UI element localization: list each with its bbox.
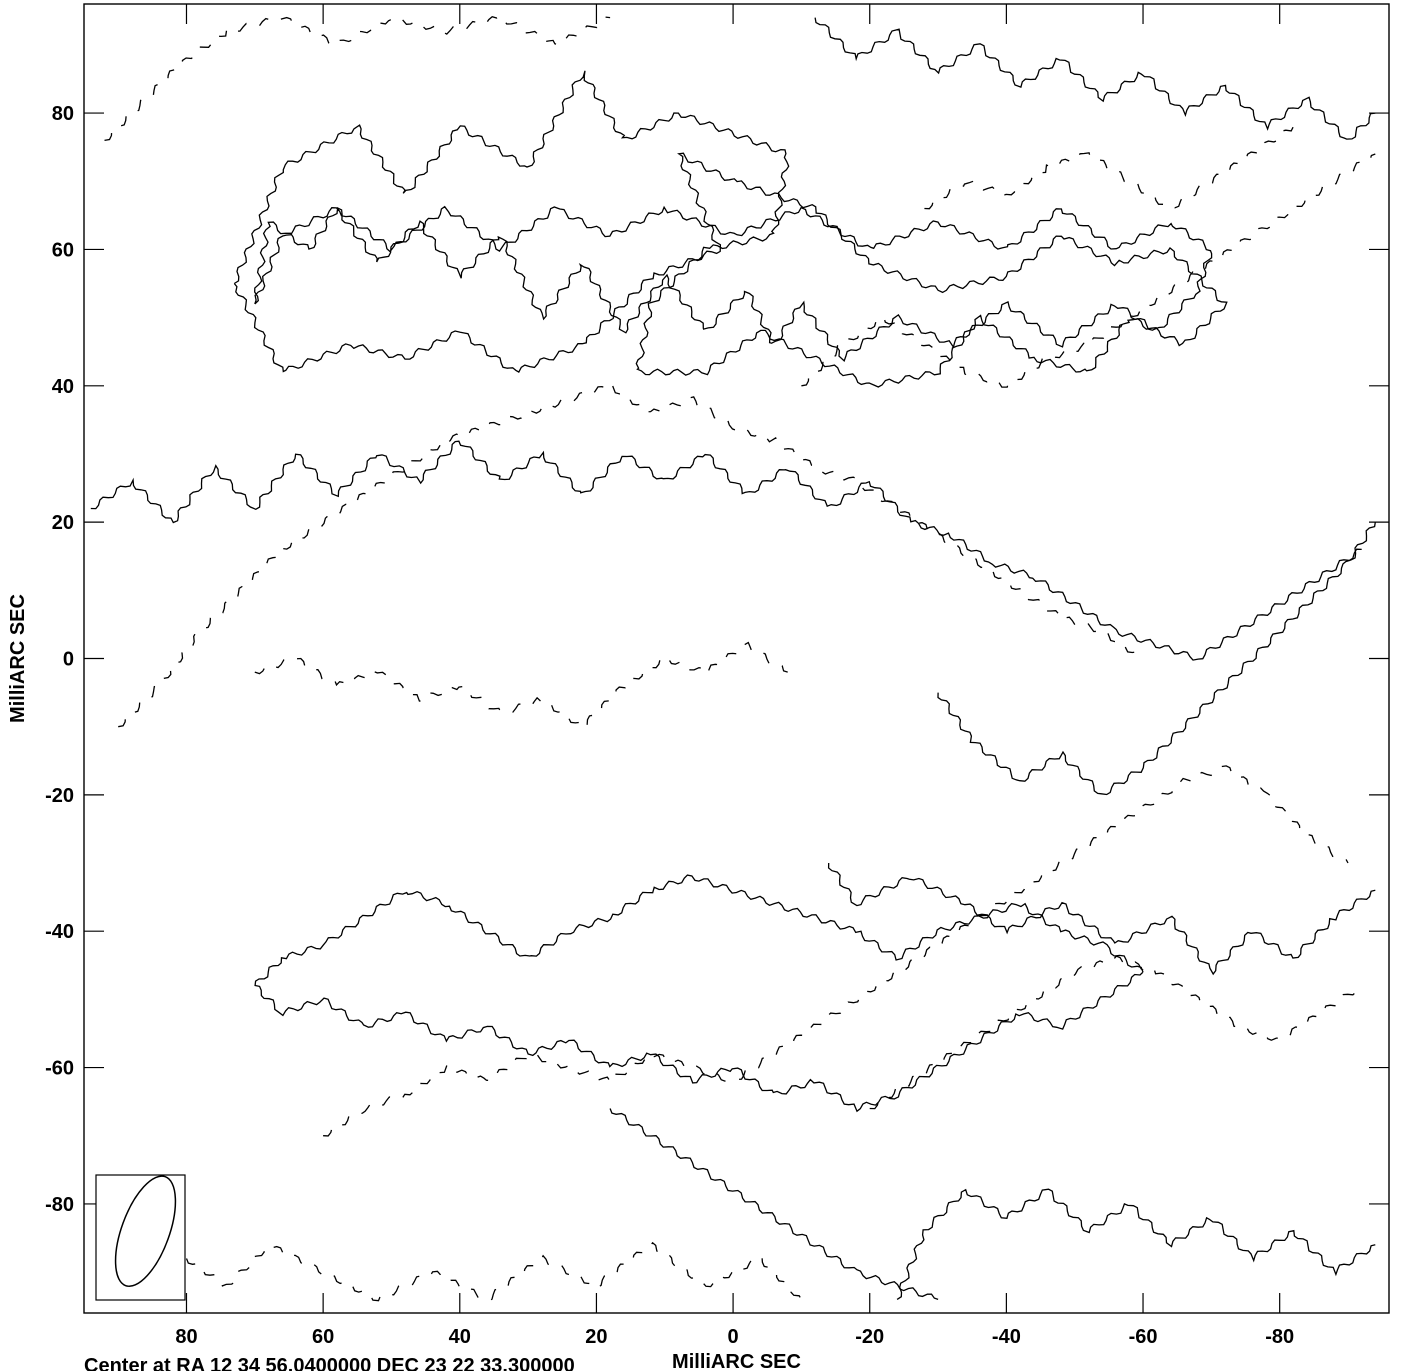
y-tick-label: 0	[63, 649, 74, 671]
negative-contour-14	[924, 126, 1294, 210]
center-footer-text: Center at RA 12 34 56.0400000 DEC 23 22 …	[84, 1355, 575, 1371]
positive-contour-8	[814, 17, 1376, 140]
x-tick-label: 40	[449, 1326, 471, 1348]
x-tick-label: 20	[585, 1326, 607, 1348]
y-tick-label: 40	[52, 376, 74, 398]
y-tick-label: 60	[52, 239, 74, 261]
y-tick-label: -60	[45, 1058, 74, 1080]
contour-layer	[90, 14, 1376, 1302]
y-tick-label: 80	[52, 103, 74, 125]
beam-ellipse	[114, 1175, 177, 1288]
positive-contour-1	[254, 205, 1213, 363]
x-tick-label: -20	[855, 1326, 884, 1348]
x-axis-title: MilliARC SEC	[672, 1351, 801, 1371]
negative-contour-16	[185, 1241, 802, 1302]
negative-contour-11	[323, 765, 1349, 1137]
positive-contour-7	[896, 1188, 1376, 1300]
positive-contour-0	[233, 70, 1228, 388]
positive-contour-3	[827, 862, 1376, 976]
x-tick-label: 0	[728, 1326, 739, 1348]
beam-box	[95, 1174, 186, 1301]
x-tick-label: -40	[992, 1326, 1021, 1348]
negative-contour-15	[104, 14, 611, 142]
y-tick-label: -40	[45, 921, 74, 943]
negative-contour-12	[869, 955, 1362, 1110]
positive-contour-2	[254, 874, 1144, 1113]
x-tick-label: -60	[1129, 1326, 1158, 1348]
y-tick-label: -80	[45, 1194, 74, 1216]
y-tick-label: 20	[52, 512, 74, 534]
beam-inset	[95, 1174, 186, 1301]
negative-contour-13	[801, 153, 1376, 388]
ticks-layer: 80 60 40 20 0 -20 -40 -60 -80 80 60 40 20 0 -20 -40 -60 -…	[45, 4, 1389, 1348]
negative-contour-9	[118, 382, 1144, 728]
positive-contour-4	[90, 440, 1362, 661]
plot-frame	[83, 3, 1390, 1314]
y-tick-label: -20	[45, 785, 74, 807]
x-tick-label: 80	[175, 1326, 197, 1348]
y-axis-title: MilliARC SEC	[7, 594, 29, 723]
positive-contour-5	[937, 522, 1376, 796]
x-tick-label: 60	[312, 1326, 334, 1348]
x-tick-label: -80	[1265, 1326, 1294, 1348]
negative-contour-10	[254, 641, 788, 730]
positive-contour-6	[609, 1108, 939, 1301]
